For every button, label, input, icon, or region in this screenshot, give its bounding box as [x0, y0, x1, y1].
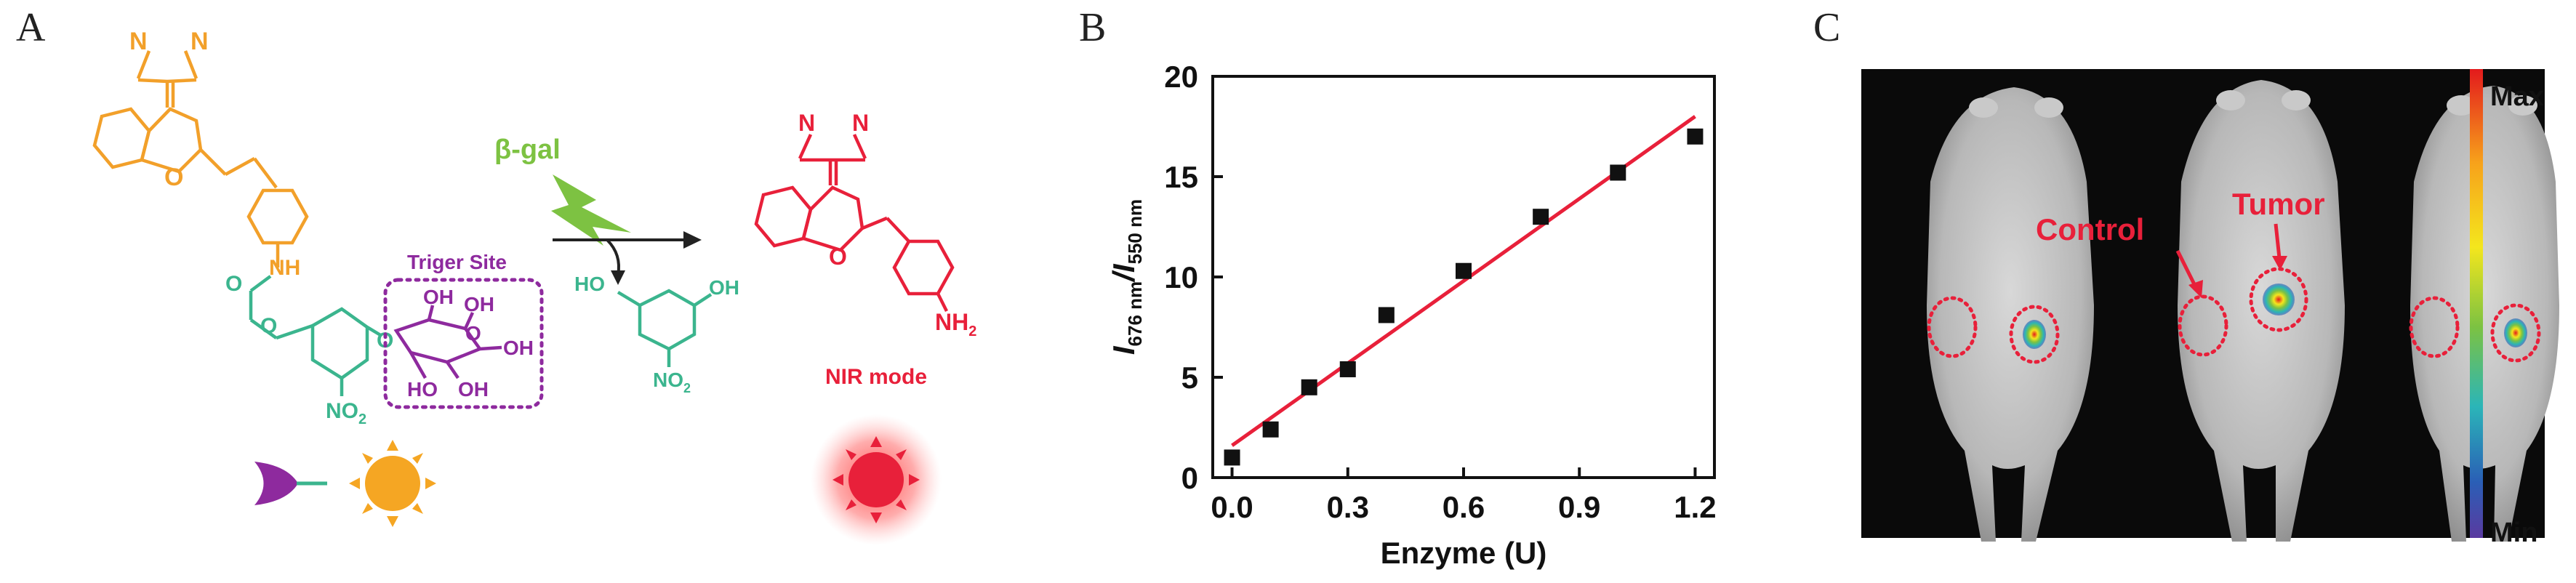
reaction-scheme-panel: N N O NH O O NO2 O OH OH O OH OH HO: [0, 0, 1032, 579]
y-tick-label: 15: [1164, 160, 1198, 194]
atom-o: O: [465, 322, 481, 345]
byproduct-branch-arrow: [606, 238, 620, 276]
x-tick-label: 0.9: [1558, 490, 1600, 524]
signal-spot-mouse3: [2504, 318, 2527, 347]
sugar-atoms: OH OH O OH OH HO: [407, 286, 534, 401]
atom-oh: OH: [503, 337, 534, 359]
nir-mode-label: NIR mode: [825, 365, 927, 389]
data-point: [1301, 379, 1317, 395]
roi-circle-mouse1-left: [1927, 296, 1978, 358]
reaction-scheme: N N O NH O O NO2 O OH OH O OH OH HO: [92, 28, 976, 545]
atom-n: N: [798, 110, 815, 136]
lightning-bolt-icon: [551, 174, 631, 246]
atom-nh2: NH2: [935, 309, 976, 339]
data-point: [1687, 128, 1704, 145]
y-tick-label: 5: [1181, 361, 1198, 395]
probe-atoms-teal: NH O O NO2 O: [225, 256, 393, 427]
off-sun-icon: [349, 440, 436, 527]
mouse-1: [1927, 87, 2094, 542]
y-tick-label: 0: [1181, 461, 1198, 495]
signal-spot-mouse1: [2023, 320, 2046, 349]
control-arrow: [2175, 249, 2198, 289]
atom-o: O: [225, 272, 242, 296]
x-axis-label: Enzyme (U): [1381, 536, 1547, 570]
tumor-arrow: [2274, 223, 2282, 259]
product-molecule: [754, 134, 955, 313]
data-point: [1456, 262, 1472, 279]
atom-oh: OH: [464, 293, 494, 315]
reaction-arrow-head: [683, 231, 702, 249]
y-tick-label: 20: [1164, 60, 1198, 94]
atom-o: O: [260, 314, 277, 338]
x-tick-label: 0.6: [1443, 490, 1485, 524]
probe-linker: [249, 275, 383, 396]
atom-ho: HO: [407, 378, 438, 401]
atom-oh: OH: [423, 286, 454, 308]
data-point: [1610, 164, 1626, 181]
data-point: [1262, 421, 1279, 438]
byproduct-molecule: [617, 289, 713, 367]
atom-n: N: [852, 110, 869, 136]
byproduct-arrow-head: [611, 270, 625, 285]
signal-spot-center: [2263, 284, 2295, 315]
tumor-label: Tumor: [2232, 187, 2325, 221]
y-tick-label: 10: [1164, 260, 1198, 294]
data-point: [1224, 449, 1240, 466]
roi-circle-control: [2178, 294, 2228, 357]
roi-circle-mouse1-right: [2009, 305, 2060, 364]
y-axis-label: I676 nm/I550 nm: [1107, 199, 1146, 355]
roi-circle-tumor: [2249, 267, 2308, 332]
in-vivo-imaging-panel: Control Tumor: [1774, 0, 2576, 579]
atom-oh: OH: [709, 276, 739, 299]
roi-circle-mouse3-left: [2409, 296, 2460, 358]
data-point: [1339, 361, 1356, 377]
scale-overlay: [1774, 0, 2576, 579]
mouse-3: [2410, 86, 2559, 542]
atom-no2: NO2: [326, 399, 366, 427]
probe-atoms-orange: N N O: [129, 28, 209, 191]
x-tick-label: 1.2: [1674, 490, 1716, 524]
atom-n: N: [190, 28, 209, 55]
panel-letter-c: C: [1813, 5, 1841, 50]
roi-circle-mouse3-right: [2490, 303, 2541, 363]
data-point: [1533, 209, 1549, 225]
atom-o: O: [164, 164, 183, 191]
nir-emission-sun-icon: [811, 414, 942, 545]
x-tick-label: 0.0: [1211, 490, 1253, 524]
control-label: Control: [2036, 212, 2144, 246]
atom-o: O: [829, 244, 847, 270]
calibration-chart-panel: 0 5 10 15 20 0.0 0.3 0.6 0.9 1.2 Enzyme (U) I676…: [1032, 0, 1774, 579]
atom-no2: NO2: [653, 369, 691, 395]
atom-nh: NH: [269, 256, 300, 280]
byproduct-atoms: HO OH NO2: [574, 273, 739, 395]
atom-o: O: [377, 329, 393, 353]
targeting-moiety-icon: [254, 462, 327, 505]
in-vivo-image: Control Tumor: [1861, 69, 2559, 542]
galactose-ring: [393, 305, 502, 379]
control-arrow-head: [2188, 280, 2203, 298]
panel-letter-a: A: [16, 5, 46, 50]
atom-ho: HO: [574, 273, 605, 295]
x-tick-label: 0.3: [1327, 490, 1369, 524]
atom-oh: OH: [458, 378, 489, 401]
atom-n: N: [129, 28, 148, 55]
product-atoms: N N O NH2: [798, 110, 976, 339]
trigger-site-box: [383, 278, 544, 409]
data-point: [1378, 307, 1395, 323]
scale-min-label: Min: [2490, 518, 2537, 548]
probe-chromene: [92, 50, 278, 189]
intensity-gradient: [2470, 69, 2483, 538]
intensity-scale: Max Min: [2470, 69, 2544, 548]
tumor-arrow-head: [2272, 256, 2287, 270]
panel-letter-b: B: [1079, 5, 1107, 50]
trigger-site-label: Triger Site: [407, 251, 507, 273]
calibration-chart: 0 5 10 15 20 0.0 0.3 0.6 0.9 1.2 Enzyme (U) I676…: [1107, 60, 1717, 570]
mouse-2: [2178, 80, 2345, 542]
probe-phenyl-ring: [246, 188, 309, 245]
enzyme-label: β-gal: [494, 134, 561, 165]
scale-max-label: Max: [2490, 81, 2544, 112]
